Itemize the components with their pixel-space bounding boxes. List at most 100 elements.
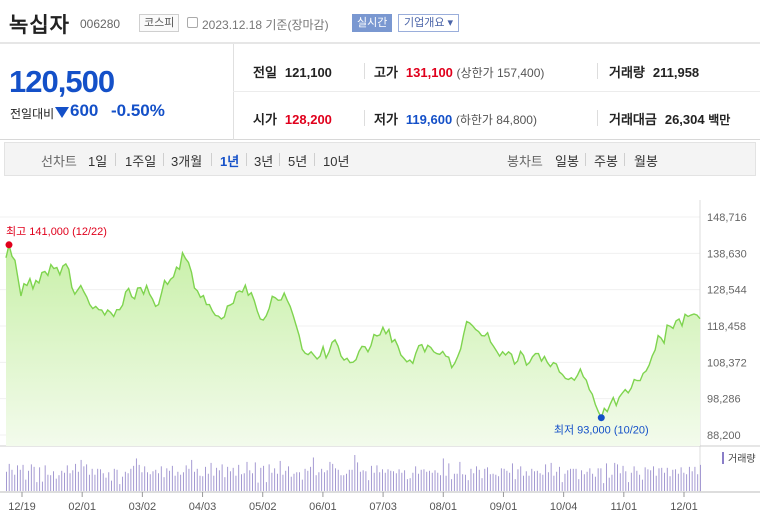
volume-bar xyxy=(77,471,79,491)
volume-bar xyxy=(69,473,71,491)
volume-bar xyxy=(61,470,63,491)
volume-bar xyxy=(451,479,453,491)
volume-bar xyxy=(94,474,96,491)
volume-bar xyxy=(517,469,519,491)
volume-bar xyxy=(296,472,298,491)
volume-bar xyxy=(476,466,477,491)
realtime-button[interactable]: 실시간 xyxy=(352,14,393,32)
period-3m[interactable]: 3개월 xyxy=(171,154,203,169)
volume-bar xyxy=(348,469,350,491)
y-tick-label: 148,716 xyxy=(707,212,747,224)
period-1d[interactable]: 1일 xyxy=(88,154,108,169)
volume-bar xyxy=(335,468,336,491)
volume-bar xyxy=(700,464,701,491)
volume-bar xyxy=(431,472,433,491)
volume-bar xyxy=(558,466,560,491)
volume-bar xyxy=(83,466,85,491)
volume-bar xyxy=(423,469,425,491)
volume-bar xyxy=(688,466,690,491)
volume-bar xyxy=(481,478,483,491)
volume-bar xyxy=(218,470,220,491)
volume-bar xyxy=(50,475,52,491)
date-basis: 2023.12.18 기준(장마감) xyxy=(202,18,329,32)
volume-bar xyxy=(229,471,231,491)
volume-bar xyxy=(138,464,140,491)
volume-bar xyxy=(506,470,508,491)
x-tick-label: 09/01 xyxy=(490,501,518,513)
x-tick-label: 07/03 xyxy=(369,501,397,513)
y-tick-label: 88,200 xyxy=(707,430,741,442)
volume-bar xyxy=(55,478,57,491)
volume-bar xyxy=(166,468,168,491)
line-chart-label: 선차트 xyxy=(41,154,77,169)
x-axis: 12/19 02/01 03/02 04/03 05/02 06/01 07/03 08/01… xyxy=(8,492,698,513)
volume-bar xyxy=(586,471,588,491)
volume-bar xyxy=(265,482,267,491)
volume-bar xyxy=(221,464,223,491)
volume-bar xyxy=(628,482,630,491)
volume-bar xyxy=(310,466,312,491)
volume-bar xyxy=(594,476,596,491)
volume-bar xyxy=(44,465,46,491)
change-percent: -0.50% xyxy=(111,101,165,120)
volume-bar xyxy=(66,465,68,491)
volume-bar xyxy=(210,462,212,491)
volume-bar xyxy=(669,476,671,491)
volume-bar xyxy=(80,459,82,491)
volume-bar xyxy=(293,473,295,491)
volume-bar xyxy=(489,474,491,491)
period-1w[interactable]: 1주일 xyxy=(125,154,157,169)
candle-daily[interactable]: 일봉 xyxy=(555,154,579,169)
volume-bar xyxy=(511,463,513,491)
volume-bar xyxy=(528,475,530,491)
volume-bar xyxy=(340,475,342,491)
price-chart: 148,716 138,630 128,544 118,458 108,372 98,28… xyxy=(0,200,760,513)
volume-bar xyxy=(547,472,549,491)
period-10y[interactable]: 10년 xyxy=(323,154,350,169)
volume-bar xyxy=(17,465,18,491)
company-info-button[interactable]: 기업개요 ▾ xyxy=(398,14,460,32)
volume-bar xyxy=(686,474,688,491)
divider xyxy=(233,44,234,140)
volume-bar xyxy=(691,471,693,491)
max-label: 최고 141,000 (12/22) xyxy=(6,225,107,238)
volume-bar xyxy=(288,466,289,491)
volume-bar xyxy=(33,466,35,491)
volume-bar xyxy=(160,466,162,491)
volume-bar xyxy=(683,472,685,491)
volume-bar xyxy=(318,472,320,491)
open-price: 시가 128,200 xyxy=(253,112,332,127)
period-3y[interactable]: 3년 xyxy=(254,154,274,169)
candle-monthly[interactable]: 월봉 xyxy=(634,154,658,169)
volume-bar xyxy=(370,465,372,491)
volume-bar xyxy=(113,468,115,491)
period-1y[interactable]: 1년 xyxy=(220,154,240,169)
volume-bar xyxy=(445,475,447,491)
x-tick-label: 08/01 xyxy=(430,501,458,513)
min-marker xyxy=(597,414,605,422)
volume-bar xyxy=(36,482,38,491)
period-5y[interactable]: 5년 xyxy=(288,154,308,169)
volume-bar xyxy=(636,470,638,491)
volume-bar xyxy=(622,465,624,491)
volume-bar xyxy=(111,480,112,491)
volume-bar xyxy=(448,463,450,491)
volume-bar xyxy=(343,475,345,491)
candle-weekly[interactable]: 주봉 xyxy=(594,154,618,169)
volume-bar xyxy=(553,475,555,491)
divider xyxy=(364,63,365,79)
volume-bar xyxy=(290,476,292,491)
volume-bar xyxy=(503,468,505,491)
volume-bar xyxy=(639,474,641,491)
price-area xyxy=(6,244,700,446)
volume-bar xyxy=(373,472,375,491)
volume-bar xyxy=(440,475,441,491)
volume-bar xyxy=(697,474,699,491)
volume-bar xyxy=(509,472,511,491)
volume-bar xyxy=(75,463,77,491)
volume-bar xyxy=(462,474,464,491)
market-badge: 코스피 xyxy=(139,14,180,32)
min-label: 최저 93,000 (10/20) xyxy=(554,424,649,437)
volume-bar xyxy=(285,470,287,491)
volume-bar xyxy=(592,473,594,491)
